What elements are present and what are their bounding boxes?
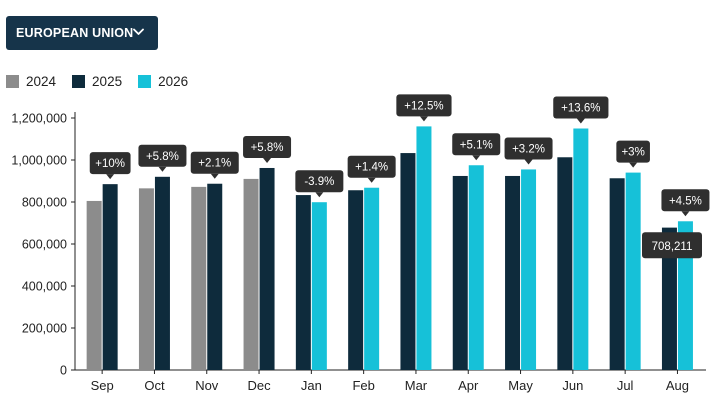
change-badge-pointer bbox=[419, 116, 428, 122]
bar-2025-feb bbox=[348, 190, 364, 370]
legend-item-2026[interactable]: 2026 bbox=[138, 74, 188, 89]
change-badge-pointer bbox=[263, 157, 272, 163]
change-badge-pointer bbox=[576, 118, 585, 124]
y-tick-label: 800,000 bbox=[22, 196, 67, 210]
bar-2025-may bbox=[505, 175, 521, 370]
legend-label-2024: 2024 bbox=[26, 73, 57, 89]
change-badge-pointer bbox=[106, 174, 115, 180]
bar-2025-jan bbox=[295, 195, 311, 370]
x-tick-label: Nov bbox=[195, 378, 219, 393]
change-badge bbox=[190, 151, 239, 174]
legend-swatch-2026 bbox=[138, 74, 152, 88]
change-badge-label: +5.8% bbox=[146, 151, 179, 163]
change-badge bbox=[138, 144, 187, 167]
y-tick-label: 0 bbox=[60, 364, 67, 378]
change-badge-label: +10% bbox=[95, 158, 125, 170]
bar-2025-aug bbox=[661, 227, 677, 370]
change-badge bbox=[89, 152, 131, 175]
region-select-button[interactable]: EUROPEAN UNION bbox=[6, 16, 158, 50]
change-badge bbox=[504, 137, 553, 160]
change-badge-pointer bbox=[158, 166, 167, 172]
bar-2025-dec bbox=[259, 167, 275, 370]
bar-2026-feb bbox=[364, 187, 380, 370]
bar-2025-mar bbox=[400, 153, 416, 370]
tooltip-value: 708,211 bbox=[652, 241, 693, 253]
bar-2025-sep bbox=[102, 184, 118, 370]
change-badge-label: +5.1% bbox=[460, 139, 493, 151]
bar-2025-apr bbox=[452, 175, 468, 370]
bar-2025-oct bbox=[154, 176, 170, 370]
bar-2026-apr bbox=[468, 165, 484, 370]
change-badge bbox=[347, 155, 396, 178]
bar-2026-may bbox=[521, 169, 537, 370]
bar-2026-jan bbox=[311, 202, 327, 370]
change-badge-label: -3.9% bbox=[304, 176, 334, 188]
chevron-down-icon bbox=[133, 28, 144, 35]
x-tick-label: Jan bbox=[301, 378, 322, 393]
change-badge-pointer bbox=[367, 177, 376, 183]
change-badge-pointer bbox=[472, 155, 481, 161]
bar-2025-nov bbox=[207, 183, 223, 370]
x-tick-label: Dec bbox=[247, 378, 271, 393]
change-badge bbox=[553, 96, 609, 119]
bar-2024-oct bbox=[138, 188, 154, 370]
region-select-label: EUROPEAN UNION bbox=[16, 26, 134, 40]
y-tick-label: 200,000 bbox=[22, 322, 67, 336]
x-tick-label: Apr bbox=[458, 378, 479, 393]
change-badge-label: +1.4% bbox=[355, 162, 388, 174]
change-badge-label: +4.5% bbox=[669, 195, 702, 207]
change-badge bbox=[243, 135, 292, 158]
change-badge-pointer bbox=[681, 211, 690, 217]
x-tick-label: Jun bbox=[562, 378, 583, 393]
x-tick-label: Sep bbox=[91, 378, 114, 393]
bar-2026-jul bbox=[625, 172, 641, 370]
legend-swatch-2024 bbox=[6, 74, 19, 88]
x-tick-label: May bbox=[508, 378, 533, 393]
bar-2026-jun bbox=[573, 128, 589, 370]
x-tick-label: Aug bbox=[666, 378, 689, 393]
legend-label-2025: 2025 bbox=[92, 73, 123, 89]
x-tick-label: Mar bbox=[405, 378, 428, 393]
x-tick-label: Feb bbox=[352, 378, 374, 393]
legend-label-2026: 2026 bbox=[158, 73, 189, 89]
y-tick-label: 1,200,000 bbox=[11, 112, 67, 126]
bar-2025-jul bbox=[609, 178, 625, 370]
legend-swatch-2025 bbox=[72, 74, 86, 88]
change-badge-label: +3.2% bbox=[512, 143, 545, 155]
change-badge-pointer bbox=[629, 162, 638, 168]
legend-item-2024[interactable]: 2024 bbox=[6, 74, 56, 89]
change-badge-label: +2.1% bbox=[198, 158, 231, 170]
change-badge bbox=[616, 140, 650, 163]
bar-2026-aug bbox=[677, 221, 693, 370]
bar-2024-nov bbox=[191, 186, 207, 370]
change-badge-pointer bbox=[315, 192, 324, 198]
bar-2025-jun bbox=[557, 157, 573, 370]
change-badge-pointer bbox=[524, 159, 533, 165]
tooltip-box bbox=[642, 232, 702, 259]
legend-item-2025[interactable]: 2025 bbox=[72, 74, 122, 89]
change-badge-label: +3% bbox=[621, 147, 644, 159]
bar-2024-sep bbox=[86, 200, 102, 370]
change-badge-pointer bbox=[210, 173, 219, 179]
change-badge-label: +12.5% bbox=[404, 100, 443, 112]
change-badge-label: +13.6% bbox=[561, 103, 600, 115]
change-badge bbox=[452, 133, 501, 156]
x-tick-label: Jul bbox=[617, 378, 634, 393]
change-badge bbox=[295, 170, 344, 193]
bar-2026-mar bbox=[416, 126, 432, 371]
y-tick-label: 600,000 bbox=[22, 238, 67, 252]
change-badge bbox=[661, 189, 710, 212]
bar-2024-dec bbox=[243, 178, 259, 370]
y-tick-label: 400,000 bbox=[22, 280, 67, 294]
change-badge bbox=[396, 94, 452, 117]
y-tick-label: 1,000,000 bbox=[11, 154, 67, 168]
x-tick-label: Oct bbox=[144, 378, 165, 393]
change-badge-label: +5.8% bbox=[251, 142, 284, 154]
chart-legend: 2024 2025 2026 bbox=[6, 72, 204, 90]
